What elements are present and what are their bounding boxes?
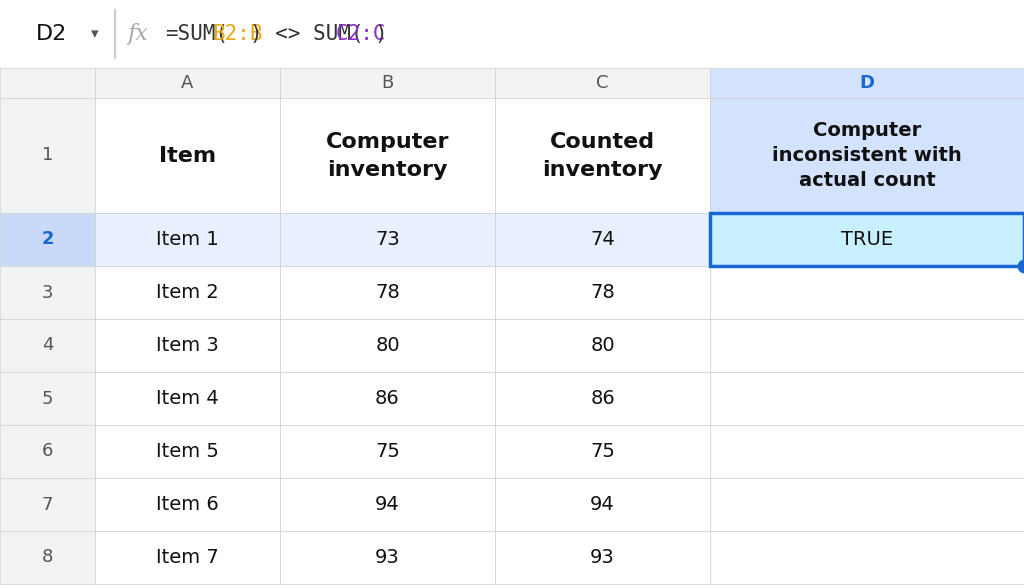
Text: Computer
inventory: Computer inventory bbox=[326, 132, 450, 179]
Bar bbox=[710, 425, 1024, 478]
Bar bbox=[495, 266, 710, 319]
Bar bbox=[0, 531, 95, 584]
Bar bbox=[95, 372, 280, 425]
Bar bbox=[710, 98, 1024, 213]
Bar bbox=[0, 478, 95, 531]
Text: 74: 74 bbox=[590, 230, 614, 249]
Bar bbox=[0, 213, 95, 266]
Bar bbox=[710, 372, 1024, 425]
Bar bbox=[0, 0, 1024, 68]
Bar bbox=[95, 531, 280, 584]
Text: Item: Item bbox=[159, 145, 216, 165]
Text: 4: 4 bbox=[42, 336, 53, 355]
Text: 78: 78 bbox=[375, 283, 400, 302]
Text: B: B bbox=[381, 74, 393, 92]
Text: ▾: ▾ bbox=[91, 26, 98, 42]
Bar bbox=[280, 425, 495, 478]
Text: Item 6: Item 6 bbox=[156, 495, 219, 514]
Text: 8: 8 bbox=[42, 549, 53, 566]
Text: 94: 94 bbox=[375, 495, 400, 514]
Text: fx: fx bbox=[128, 23, 148, 45]
Text: 2: 2 bbox=[41, 230, 53, 249]
Text: A: A bbox=[181, 74, 194, 92]
Text: B2:B: B2:B bbox=[213, 24, 263, 44]
Text: 75: 75 bbox=[375, 442, 400, 461]
Text: 80: 80 bbox=[590, 336, 614, 355]
Bar bbox=[710, 531, 1024, 584]
Text: 80: 80 bbox=[375, 336, 399, 355]
Bar bbox=[95, 266, 280, 319]
Bar bbox=[280, 98, 495, 213]
Bar bbox=[280, 266, 495, 319]
Bar bbox=[280, 68, 495, 98]
Text: 75: 75 bbox=[590, 442, 615, 461]
Text: 86: 86 bbox=[590, 389, 614, 408]
Bar bbox=[95, 68, 280, 98]
Bar bbox=[0, 372, 95, 425]
Text: 94: 94 bbox=[590, 495, 614, 514]
Text: C: C bbox=[596, 74, 608, 92]
Bar bbox=[280, 531, 495, 584]
Bar bbox=[710, 478, 1024, 531]
Bar bbox=[0, 319, 95, 372]
Text: Item 7: Item 7 bbox=[156, 548, 219, 567]
Bar bbox=[495, 319, 710, 372]
Bar bbox=[95, 425, 280, 478]
Bar bbox=[495, 478, 710, 531]
Text: 3: 3 bbox=[42, 283, 53, 302]
Text: Computer
inconsistent with
actual count: Computer inconsistent with actual count bbox=[772, 121, 962, 190]
Bar bbox=[280, 213, 495, 266]
Bar bbox=[0, 425, 95, 478]
Text: =SUM(: =SUM( bbox=[165, 24, 228, 44]
Text: Item 5: Item 5 bbox=[156, 442, 219, 461]
Bar bbox=[0, 98, 95, 213]
Text: 5: 5 bbox=[42, 389, 53, 407]
Bar bbox=[95, 478, 280, 531]
Bar bbox=[495, 425, 710, 478]
Text: ) <> SUM(: ) <> SUM( bbox=[251, 24, 365, 44]
Bar bbox=[710, 68, 1024, 98]
Bar bbox=[280, 372, 495, 425]
Bar bbox=[710, 319, 1024, 372]
Text: 93: 93 bbox=[375, 548, 400, 567]
Text: Item 4: Item 4 bbox=[156, 389, 219, 408]
Bar bbox=[710, 213, 1024, 266]
Bar bbox=[0, 266, 95, 319]
Bar bbox=[495, 98, 710, 213]
Bar bbox=[95, 213, 280, 266]
Text: 1: 1 bbox=[42, 146, 53, 165]
Text: D2: D2 bbox=[37, 24, 68, 44]
Text: 86: 86 bbox=[375, 389, 400, 408]
Bar bbox=[280, 478, 495, 531]
Text: Item 2: Item 2 bbox=[156, 283, 219, 302]
Text: 6: 6 bbox=[42, 443, 53, 460]
Text: Item 3: Item 3 bbox=[156, 336, 219, 355]
Bar bbox=[495, 68, 710, 98]
Text: D: D bbox=[859, 74, 874, 92]
Bar bbox=[710, 266, 1024, 319]
Text: ): ) bbox=[374, 24, 387, 44]
Bar bbox=[495, 372, 710, 425]
Text: 7: 7 bbox=[42, 496, 53, 513]
Text: 73: 73 bbox=[375, 230, 400, 249]
Text: C2:C: C2:C bbox=[336, 24, 386, 44]
Bar bbox=[95, 98, 280, 213]
Bar bbox=[280, 319, 495, 372]
Text: Counted
inventory: Counted inventory bbox=[543, 132, 663, 179]
Bar bbox=[495, 213, 710, 266]
Text: TRUE: TRUE bbox=[841, 230, 893, 249]
Text: Item 1: Item 1 bbox=[156, 230, 219, 249]
Bar bbox=[495, 531, 710, 584]
Bar bbox=[0, 68, 95, 98]
Bar bbox=[95, 319, 280, 372]
Text: 78: 78 bbox=[590, 283, 614, 302]
Text: 93: 93 bbox=[590, 548, 614, 567]
